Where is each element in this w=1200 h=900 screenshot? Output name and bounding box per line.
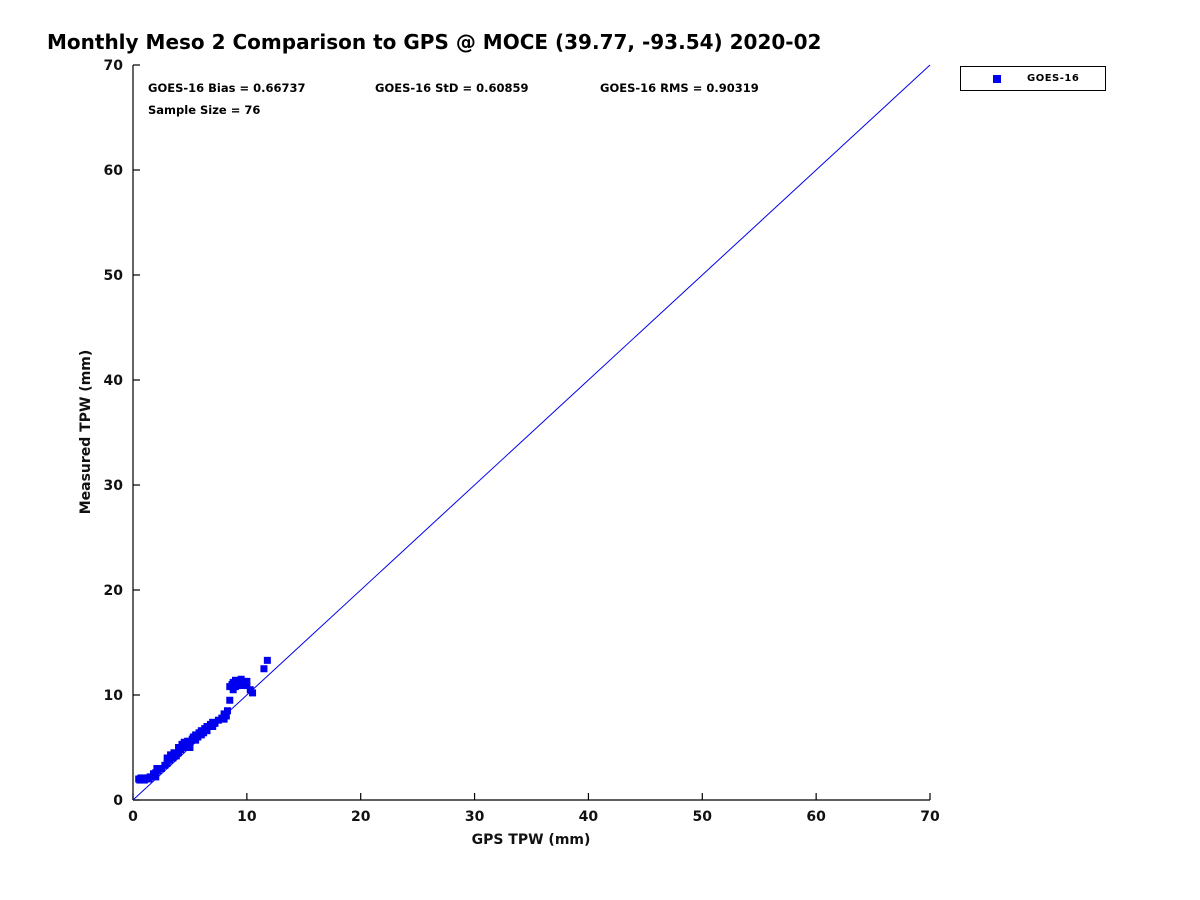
scatter-point	[152, 773, 160, 781]
scatter-point	[203, 727, 211, 735]
y-tick-label: 60	[104, 163, 124, 179]
y-axis-label: Measured TPW (mm)	[78, 349, 94, 515]
y-tick-label: 20	[104, 583, 124, 599]
scatter-point	[243, 682, 251, 690]
x-tick-label: 60	[806, 809, 826, 825]
scatter-point	[263, 656, 271, 664]
scatter-point	[224, 707, 232, 715]
scatter-point	[226, 696, 234, 704]
stat-rms: GOES-16 RMS = 0.90319	[600, 81, 759, 95]
legend-marker-square	[993, 74, 1001, 83]
y-tick-label: 50	[104, 268, 124, 284]
x-tick-label: 20	[351, 809, 371, 825]
legend-label: GOES-16	[1027, 73, 1080, 84]
scatter-point	[222, 712, 230, 720]
x-tick-label: 40	[579, 809, 599, 825]
scatter-point	[260, 665, 268, 673]
stat-std: GOES-16 StD = 0.60859	[375, 81, 529, 95]
chart-title: Monthly Meso 2 Comparison to GPS @ MOCE …	[47, 30, 822, 54]
x-tick-label: 50	[693, 809, 713, 825]
y-tick-label: 0	[113, 793, 123, 809]
scatter-point	[249, 689, 257, 697]
y-tick-label: 10	[104, 688, 124, 704]
x-tick-label: 70	[920, 809, 940, 825]
y-tick-label: 70	[104, 58, 124, 74]
x-tick-label: 0	[128, 809, 138, 825]
one-to-one-line	[132, 64, 931, 801]
legend: GOES-16	[960, 66, 1106, 91]
x-axis-label: GPS TPW (mm)	[471, 832, 591, 848]
scatter-point	[243, 677, 251, 685]
x-tick-label: 10	[237, 809, 257, 825]
stat-sample-size: Sample Size = 76	[148, 103, 261, 117]
y-tick-label: 40	[104, 373, 124, 389]
x-tick-label: 30	[465, 809, 485, 825]
stat-bias: GOES-16 Bias = 0.66737	[148, 81, 306, 95]
y-tick-label: 30	[104, 478, 124, 494]
